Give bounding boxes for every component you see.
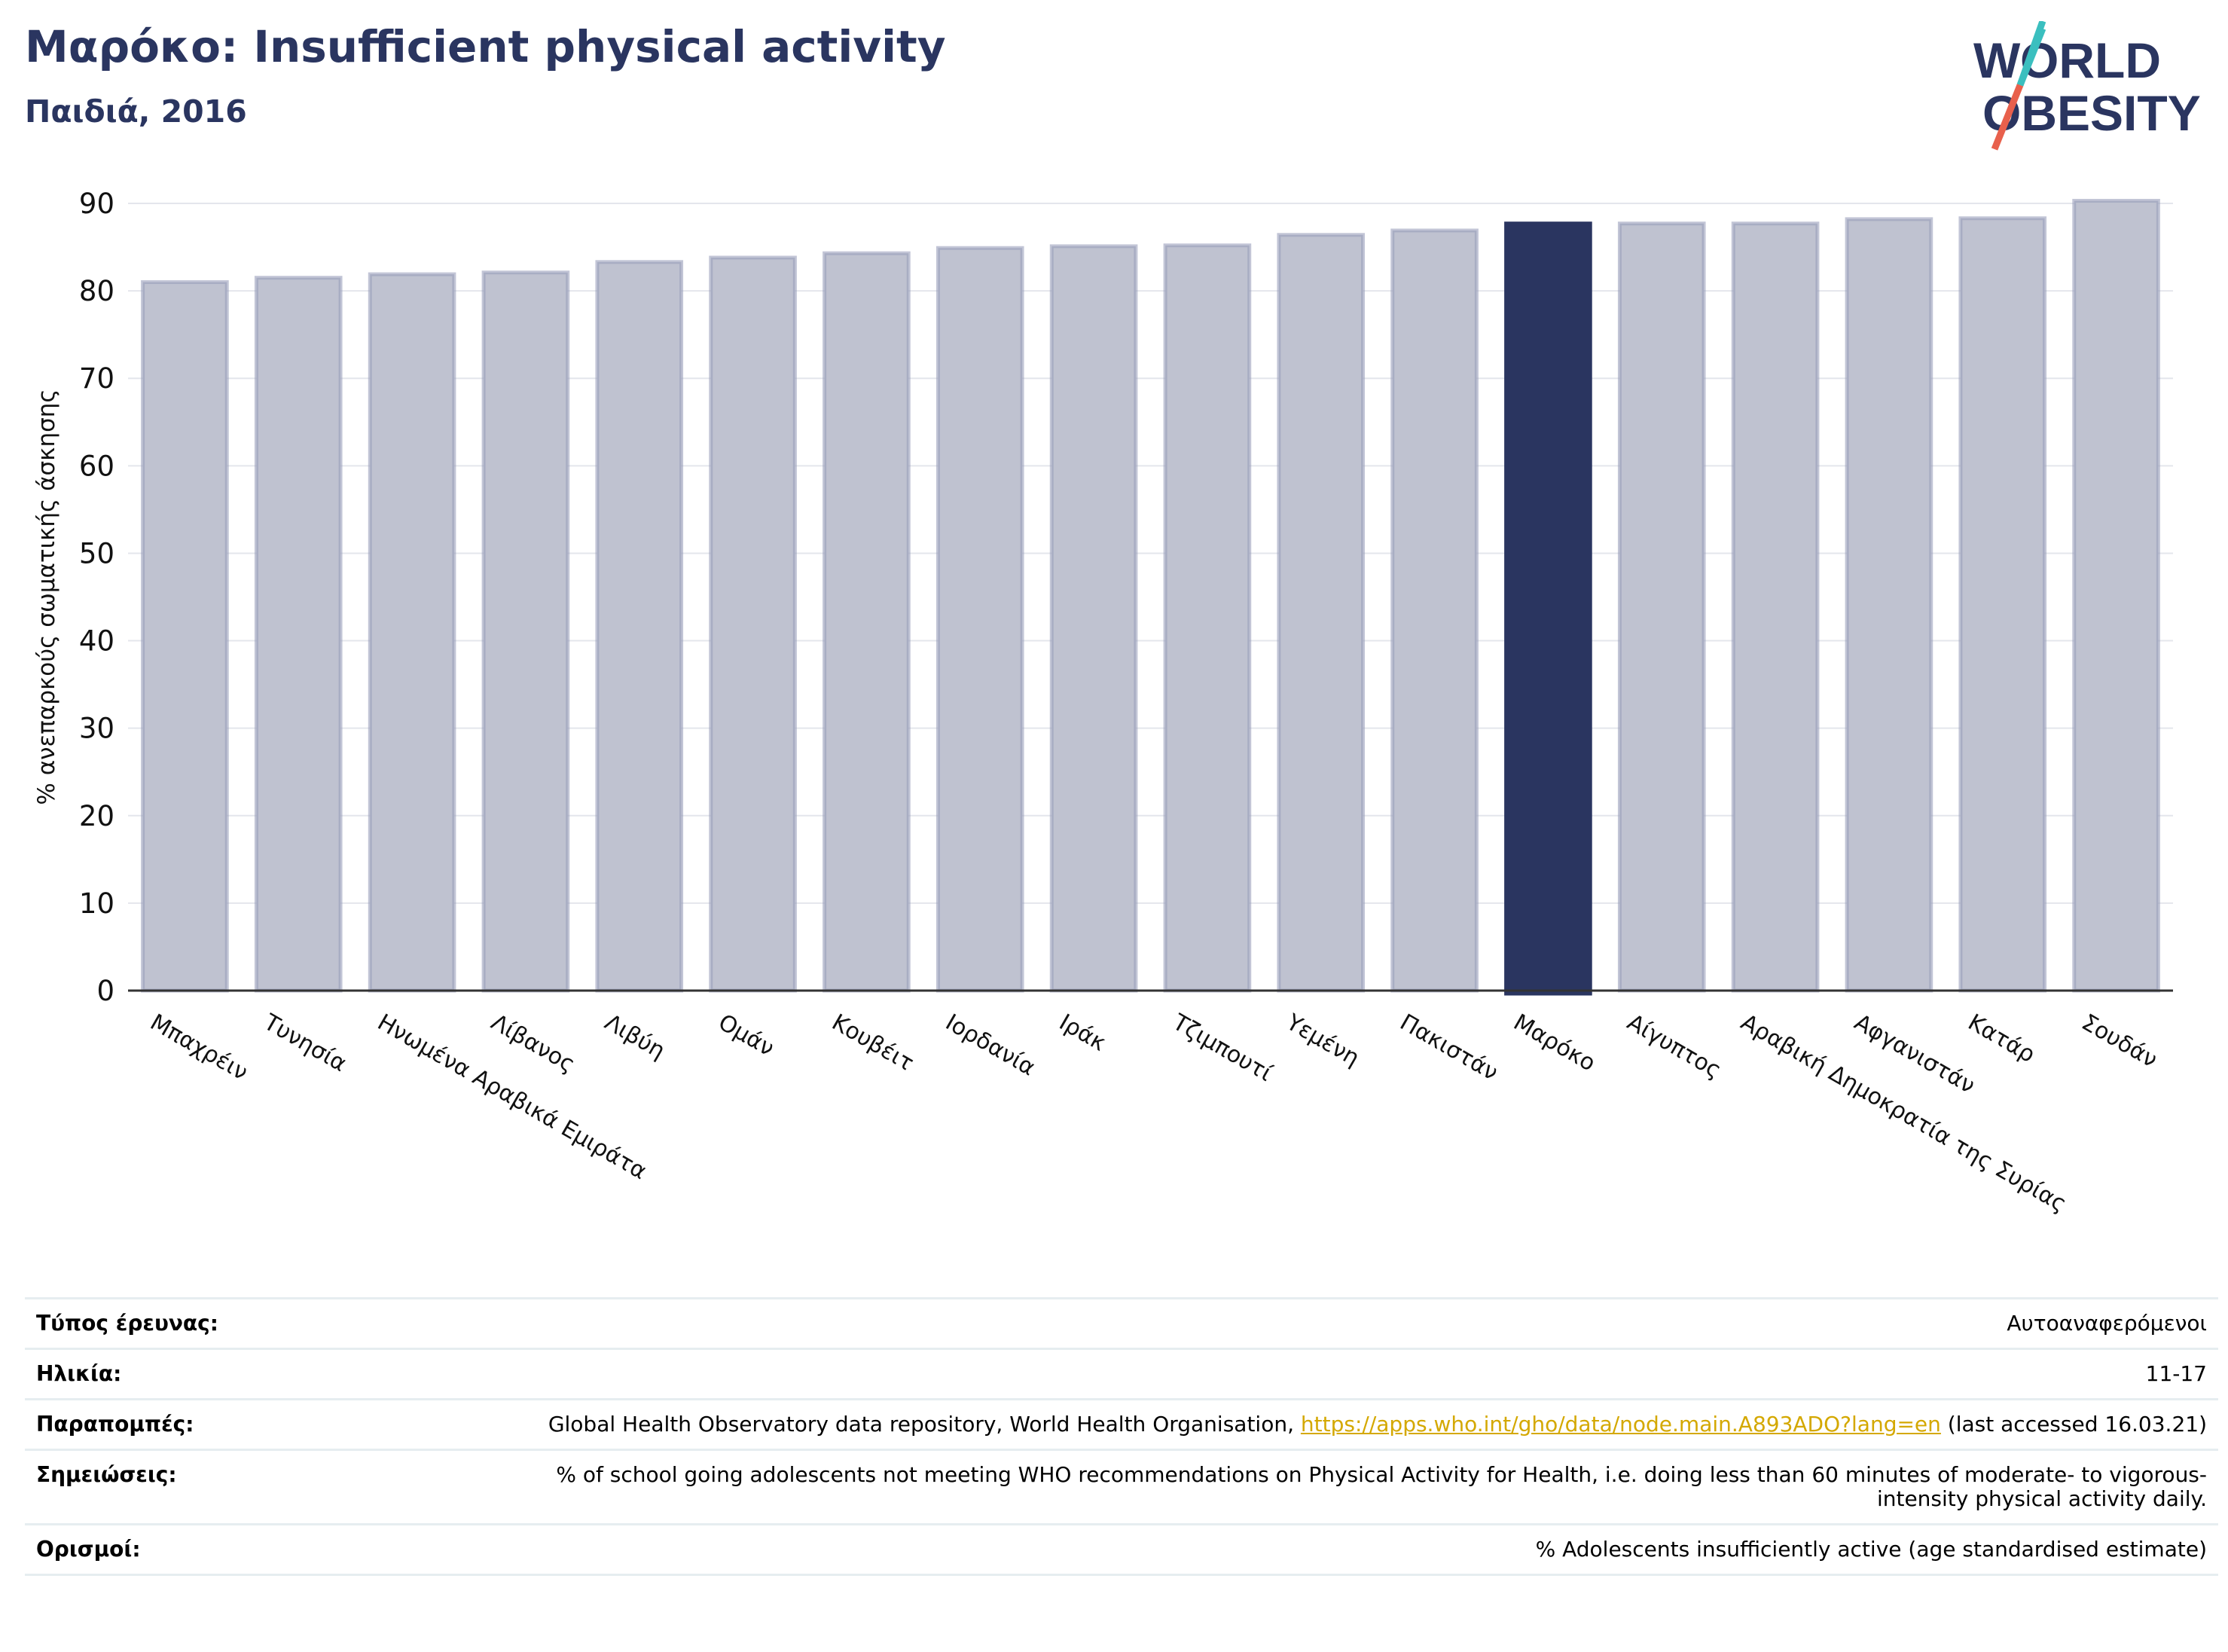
- x-category-label: Ιορδανία: [941, 1009, 1039, 1082]
- y-tick-label: 0: [96, 975, 114, 1007]
- bar-14: [1617, 221, 1706, 993]
- info-table: Τύπος έρευνας: Αυτοαναφερόμενοι Ηλικία: …: [25, 1297, 2218, 1576]
- world-obesity-logo: W ORLD OBESITY: [1973, 21, 2201, 151]
- bar-6: [709, 255, 797, 993]
- x-category-label: Ιράκ: [1054, 1009, 1110, 1057]
- info-row-age: Ηλικία: 11-17: [25, 1348, 2218, 1400]
- references-value: Global Health Observatory data repositor…: [469, 1398, 2218, 1451]
- survey-type-label: Τύπος έρευνας:: [25, 1297, 469, 1350]
- references-prefix: Global Health Observatory data repositor…: [548, 1412, 1301, 1437]
- y-tick-label: 30: [79, 713, 114, 745]
- svg-text:ORLD: ORLD: [2020, 32, 2161, 88]
- y-tick-label: 90: [79, 188, 114, 220]
- bar-16: [1845, 217, 1933, 993]
- x-category-label: Τυνησία: [258, 1009, 351, 1077]
- x-category-label: Κουβέιτ: [827, 1009, 918, 1077]
- x-category-label: Αίγυπτος: [1622, 1009, 1726, 1084]
- age-label: Ηλικία:: [25, 1348, 469, 1400]
- x-category-label: Τζιμπουτί: [1167, 1009, 1277, 1087]
- references-label: Παραπομπές:: [25, 1398, 469, 1451]
- bar-18: [2072, 199, 2160, 993]
- bar-13: [1504, 221, 1592, 996]
- x-category-label: Ομάν: [714, 1009, 779, 1062]
- bar-4: [481, 270, 570, 993]
- definitions-label: Ορισμοί:: [25, 1523, 469, 1576]
- bar-8: [935, 246, 1024, 993]
- x-category-label: Λίβανος: [487, 1009, 579, 1078]
- bar-11: [1277, 233, 1366, 993]
- references-link[interactable]: https://apps.who.int/gho/data/node.main.…: [1300, 1412, 1941, 1437]
- bar-15: [1731, 221, 1820, 993]
- info-row-definitions: Ορισμοί: % Adolescents insufficiently ac…: [25, 1523, 2218, 1576]
- age-value: 11-17: [469, 1348, 2218, 1400]
- bar-12: [1390, 228, 1479, 993]
- chart-title: Μαρόκο: Insufficient physical activity: [25, 21, 946, 72]
- y-tick-label: 80: [79, 275, 114, 307]
- survey-type-value: Αυτοαναφερόμενοι: [469, 1297, 2218, 1350]
- y-tick-label: 40: [79, 625, 114, 658]
- y-tick-label: 10: [79, 887, 114, 920]
- x-category-label: Πακιστάν: [1396, 1009, 1503, 1086]
- notes-value: % of school going adolescents not meetin…: [469, 1449, 2218, 1525]
- x-category-label: Μπαχρέιν: [145, 1009, 252, 1086]
- references-suffix: (last accessed 16.03.21): [1940, 1412, 2207, 1437]
- info-row-notes: Σημειώσεις: % of school going adolescent…: [25, 1449, 2218, 1525]
- y-tick-label: 60: [79, 450, 114, 482]
- chart-subtitle: Παιδιά, 2016: [25, 93, 247, 130]
- notes-label: Σημειώσεις:: [25, 1449, 469, 1525]
- x-category-label: Σουδάν: [2077, 1009, 2162, 1073]
- x-category-label: Υεμένη: [1281, 1009, 1364, 1072]
- bar-2: [254, 276, 343, 993]
- bar-10: [1163, 243, 1252, 993]
- y-tick-label: 70: [79, 362, 114, 395]
- bar-17: [1958, 216, 2047, 993]
- y-tick-label: 50: [79, 537, 114, 569]
- svg-text:W: W: [1973, 32, 2021, 88]
- info-row-survey-type: Τύπος έρευνας: Αυτοαναφερόμενοι: [25, 1297, 2218, 1350]
- bar-7: [823, 251, 911, 993]
- definitions-value: % Adolescents insufficiently active (age…: [469, 1523, 2218, 1576]
- x-category-label: Μαρόκο: [1509, 1009, 1600, 1077]
- y-axis-label: % ανεπαρκούς σωματικής άσκησης: [33, 389, 60, 805]
- bar-3: [368, 272, 456, 993]
- x-category-label: Λιβύη: [600, 1009, 670, 1064]
- x-category-label: Κατάρ: [1964, 1009, 2040, 1068]
- bar-9: [1049, 244, 1138, 993]
- info-row-references: Παραπομπές: Global Health Observatory da…: [25, 1398, 2218, 1451]
- bar-1: [141, 280, 229, 993]
- y-tick-label: 20: [79, 800, 114, 832]
- bar-5: [595, 260, 684, 993]
